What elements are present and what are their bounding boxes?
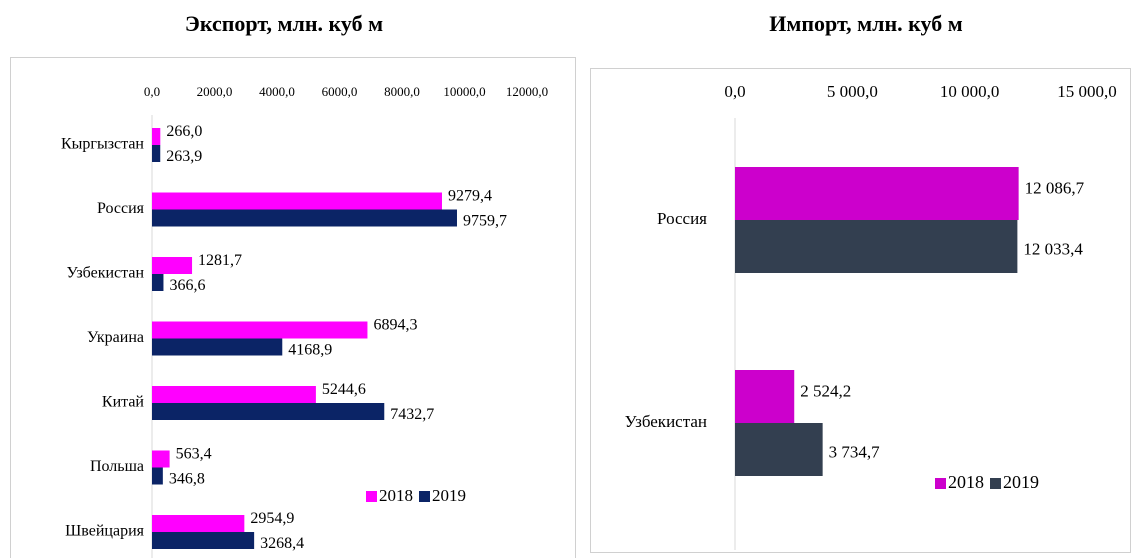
legend-swatch: [935, 478, 946, 489]
bar: [735, 423, 823, 476]
value-label: 7432,7: [390, 406, 434, 423]
value-label: 3268,4: [260, 535, 304, 552]
chart-title: Экспорт, млн. куб м: [185, 11, 383, 36]
x-tick-label: 6000,0: [322, 84, 358, 99]
bar: [152, 321, 368, 339]
category-label: Польша: [90, 458, 144, 475]
x-tick-label: 12000,0: [506, 84, 548, 99]
value-label: 6894,3: [373, 317, 417, 334]
x-tick-label: 4000,0: [259, 84, 295, 99]
bar: [152, 532, 255, 549]
category-label: Россия: [657, 209, 707, 228]
x-tick-label: 2000,0: [197, 84, 233, 99]
value-label: 12 086,7: [1025, 178, 1085, 197]
bar: [152, 386, 316, 403]
legend-swatch: [419, 491, 430, 502]
value-label: 2954,9: [250, 510, 294, 527]
chart-title: Импорт, млн. куб м: [769, 11, 962, 36]
value-label: 346,8: [169, 471, 205, 488]
category-label: Россия: [97, 200, 145, 217]
legend-label: 2019: [432, 486, 466, 505]
bar: [152, 274, 164, 291]
value-label: 366,6: [169, 277, 205, 294]
bar: [152, 515, 245, 532]
value-label: 9279,4: [448, 188, 492, 205]
bar: [152, 209, 457, 227]
bar: [735, 220, 1018, 273]
bar: [735, 167, 1019, 220]
value-label: 5244,6: [322, 381, 366, 398]
bar: [152, 338, 283, 356]
value-label: 4168,9: [288, 342, 332, 359]
legend-swatch: [366, 491, 377, 502]
x-tick-label: 15 000,0: [1057, 82, 1117, 101]
legend-swatch: [990, 478, 1001, 489]
bar: [152, 403, 385, 420]
bar: [152, 450, 170, 468]
legend-label: 2019: [1003, 472, 1039, 492]
category-label: Украина: [87, 329, 144, 346]
category-label: Швейцария: [65, 523, 144, 540]
value-label: 1281,7: [198, 252, 242, 269]
x-tick-label: 5 000,0: [827, 82, 878, 101]
value-label: 9759,7: [463, 213, 507, 230]
value-label: 563,4: [176, 446, 212, 463]
x-tick-label: 10000,0: [443, 84, 485, 99]
value-label: 12 033,4: [1023, 239, 1083, 258]
legend-label: 2018: [948, 472, 984, 492]
category-label: Узбекистан: [66, 265, 144, 282]
bar: [152, 257, 193, 274]
value-label: 3 734,7: [829, 442, 881, 461]
chart-frame: [10, 57, 576, 558]
value-label: 263,9: [166, 148, 202, 165]
x-tick-label: 0,0: [724, 82, 745, 101]
x-tick-label: 10 000,0: [940, 82, 1000, 101]
bar: [152, 145, 161, 162]
bar: [152, 192, 442, 210]
bar: [735, 370, 795, 423]
legend-label: 2018: [379, 486, 413, 505]
category-label: Кыргызстан: [61, 136, 144, 153]
bar: [152, 467, 163, 485]
x-tick-label: 0,0: [144, 84, 160, 99]
bar: [152, 128, 161, 145]
value-label: 266,0: [166, 123, 202, 140]
x-tick-label: 8000,0: [384, 84, 420, 99]
chart-frame: [590, 68, 1131, 553]
category-label: Узбекистан: [625, 412, 707, 431]
category-label: Китай: [102, 394, 145, 411]
value-label: 2 524,2: [800, 381, 851, 400]
